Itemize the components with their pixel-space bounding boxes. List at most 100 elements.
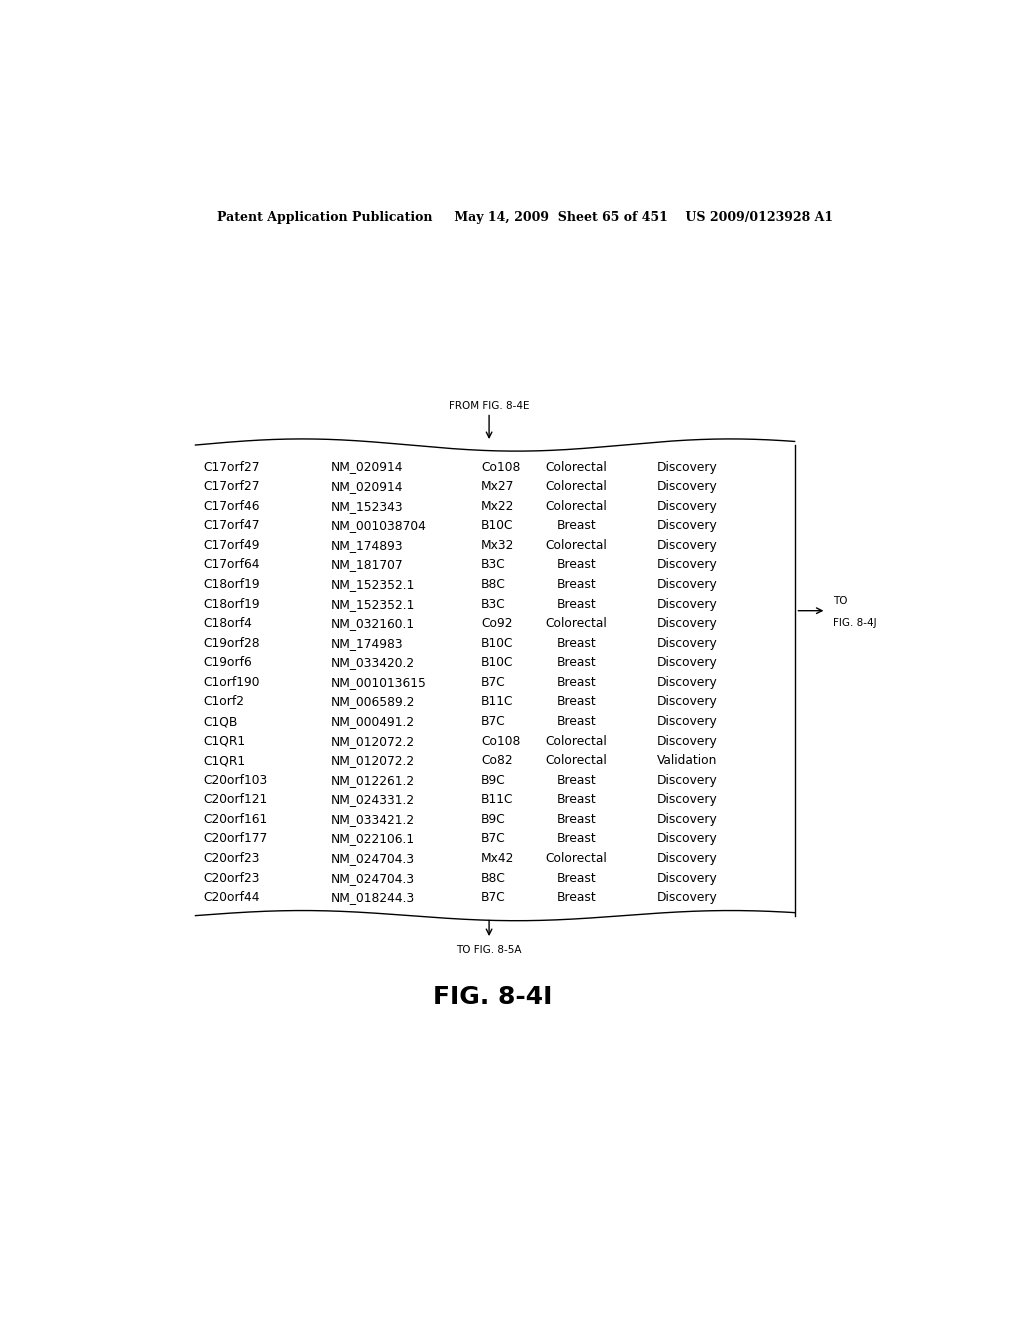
Text: Discovery: Discovery	[657, 519, 718, 532]
Text: Discovery: Discovery	[657, 813, 718, 826]
Text: C17orf27: C17orf27	[204, 461, 260, 474]
Text: B11C: B11C	[481, 793, 514, 807]
Text: Colorectal: Colorectal	[546, 500, 607, 512]
Text: NM_022106.1: NM_022106.1	[331, 833, 415, 846]
Text: C1QR1: C1QR1	[204, 735, 246, 747]
Text: C20orf103: C20orf103	[204, 774, 267, 787]
Text: C18orf19: C18orf19	[204, 598, 260, 611]
Text: Breast: Breast	[556, 871, 596, 884]
Text: B8C: B8C	[481, 578, 506, 591]
Text: NM_152343: NM_152343	[331, 500, 403, 512]
Text: C1QB: C1QB	[204, 715, 238, 729]
Text: Breast: Breast	[556, 578, 596, 591]
Text: Discovery: Discovery	[657, 676, 718, 689]
Text: Discovery: Discovery	[657, 636, 718, 649]
Text: Discovery: Discovery	[657, 598, 718, 611]
Text: NM_033420.2: NM_033420.2	[331, 656, 415, 669]
Text: NM_024331.2: NM_024331.2	[331, 793, 415, 807]
Text: C20orf44: C20orf44	[204, 891, 260, 904]
Text: Breast: Breast	[556, 833, 596, 846]
Text: Patent Application Publication     May 14, 2009  Sheet 65 of 451    US 2009/0123: Patent Application Publication May 14, 2…	[217, 211, 833, 224]
Text: NM_032160.1: NM_032160.1	[331, 618, 415, 630]
Text: Discovery: Discovery	[657, 539, 718, 552]
Text: B9C: B9C	[481, 813, 506, 826]
Text: Breast: Breast	[556, 774, 596, 787]
Text: Discovery: Discovery	[657, 793, 718, 807]
Text: NM_018244.3: NM_018244.3	[331, 891, 415, 904]
Text: Discovery: Discovery	[657, 461, 718, 474]
Text: Discovery: Discovery	[657, 656, 718, 669]
Text: C1QR1: C1QR1	[204, 754, 246, 767]
Text: C19orf6: C19orf6	[204, 656, 252, 669]
Text: Discovery: Discovery	[657, 851, 718, 865]
Text: Colorectal: Colorectal	[546, 618, 607, 630]
Text: NM_000491.2: NM_000491.2	[331, 715, 415, 729]
Text: Discovery: Discovery	[657, 891, 718, 904]
Text: C17orf27: C17orf27	[204, 480, 260, 494]
Text: Discovery: Discovery	[657, 618, 718, 630]
Text: Colorectal: Colorectal	[546, 735, 607, 747]
Text: NM_001038704: NM_001038704	[331, 519, 426, 532]
Text: C1orf2: C1orf2	[204, 696, 245, 709]
Text: C17orf47: C17orf47	[204, 519, 260, 532]
Text: NM_020914: NM_020914	[331, 461, 402, 474]
Text: NM_024704.3: NM_024704.3	[331, 871, 415, 884]
Text: B7C: B7C	[481, 833, 506, 846]
Text: C17orf64: C17orf64	[204, 558, 260, 572]
Text: Discovery: Discovery	[657, 871, 718, 884]
Text: Validation: Validation	[657, 754, 718, 767]
Text: Colorectal: Colorectal	[546, 461, 607, 474]
Text: Breast: Breast	[556, 813, 596, 826]
Text: B7C: B7C	[481, 715, 506, 729]
Text: Breast: Breast	[556, 793, 596, 807]
Text: Breast: Breast	[556, 696, 596, 709]
Text: B10C: B10C	[481, 636, 514, 649]
Text: C20orf121: C20orf121	[204, 793, 267, 807]
Text: Discovery: Discovery	[657, 578, 718, 591]
Text: Mx27: Mx27	[481, 480, 514, 494]
Text: Mx22: Mx22	[481, 500, 514, 512]
Text: Discovery: Discovery	[657, 480, 718, 494]
Text: Co108: Co108	[481, 461, 520, 474]
Text: B7C: B7C	[481, 891, 506, 904]
Text: FIG. 8-4J: FIG. 8-4J	[833, 618, 877, 628]
Text: Co92: Co92	[481, 618, 513, 630]
Text: B3C: B3C	[481, 598, 506, 611]
Text: C17orf49: C17orf49	[204, 539, 260, 552]
Text: Breast: Breast	[556, 598, 596, 611]
Text: NM_012072.2: NM_012072.2	[331, 754, 415, 767]
Text: C18orf4: C18orf4	[204, 618, 252, 630]
Text: Discovery: Discovery	[657, 715, 718, 729]
Text: TO: TO	[833, 595, 847, 606]
Text: Breast: Breast	[556, 676, 596, 689]
Text: Breast: Breast	[556, 891, 596, 904]
Text: C20orf161: C20orf161	[204, 813, 267, 826]
Text: C20orf177: C20orf177	[204, 833, 267, 846]
Text: B7C: B7C	[481, 676, 506, 689]
Text: TO FIG. 8-5A: TO FIG. 8-5A	[457, 945, 522, 956]
Text: B10C: B10C	[481, 656, 514, 669]
Text: Mx42: Mx42	[481, 851, 514, 865]
Text: Discovery: Discovery	[657, 774, 718, 787]
Text: C20orf23: C20orf23	[204, 871, 260, 884]
Text: NM_174893: NM_174893	[331, 539, 403, 552]
Text: Breast: Breast	[556, 636, 596, 649]
Text: Mx32: Mx32	[481, 539, 514, 552]
Text: Breast: Breast	[556, 656, 596, 669]
Text: B8C: B8C	[481, 871, 506, 884]
Text: Discovery: Discovery	[657, 500, 718, 512]
Text: C1orf190: C1orf190	[204, 676, 260, 689]
Text: NM_020914: NM_020914	[331, 480, 402, 494]
Text: Colorectal: Colorectal	[546, 539, 607, 552]
Text: Colorectal: Colorectal	[546, 754, 607, 767]
Text: Discovery: Discovery	[657, 833, 718, 846]
Text: Colorectal: Colorectal	[546, 851, 607, 865]
Text: Co108: Co108	[481, 735, 520, 747]
Text: B3C: B3C	[481, 558, 506, 572]
Text: NM_033421.2: NM_033421.2	[331, 813, 415, 826]
Text: Breast: Breast	[556, 715, 596, 729]
Text: NM_006589.2: NM_006589.2	[331, 696, 415, 709]
Text: C19orf28: C19orf28	[204, 636, 260, 649]
Text: B10C: B10C	[481, 519, 514, 532]
Text: NM_024704.3: NM_024704.3	[331, 851, 415, 865]
